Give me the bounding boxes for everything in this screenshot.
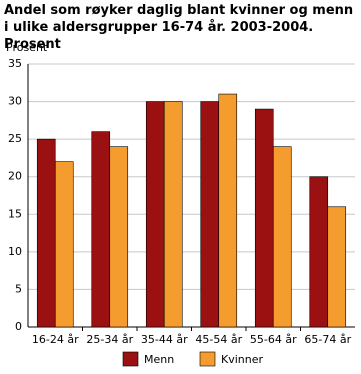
- bar: [36, 138, 56, 328]
- x-tick-label: 55-64 år: [250, 333, 297, 346]
- legend-swatch: [199, 351, 216, 367]
- bar: [309, 176, 329, 328]
- legend-label: Kvinner: [221, 353, 263, 366]
- y-tick-label: 5: [15, 282, 22, 295]
- bar: [91, 131, 111, 328]
- y-tick-label: 35: [8, 57, 22, 70]
- bar: [218, 93, 238, 328]
- y-tick-label: 30: [8, 95, 22, 108]
- x-tick-label: 65-74 år: [304, 333, 351, 346]
- bar: [145, 101, 165, 328]
- bar: [109, 146, 129, 328]
- bar: [254, 108, 274, 328]
- y-tick-label: 0: [15, 320, 22, 333]
- bar: [272, 146, 292, 328]
- legend-label: Menn: [144, 353, 174, 366]
- x-tick-label: 45-54 år: [195, 333, 242, 346]
- y-tick-label: 25: [8, 132, 22, 145]
- x-tick-label: 35-44 år: [141, 333, 188, 346]
- y-tick-label: 15: [8, 207, 22, 220]
- bar: [163, 101, 183, 328]
- bar: [200, 101, 220, 328]
- x-tick-label: 16-24 år: [32, 333, 79, 346]
- x-tick-label: 25-34 år: [86, 333, 133, 346]
- bar: [54, 161, 74, 328]
- y-tick-label: 20: [8, 170, 22, 183]
- y-tick-label: 10: [8, 245, 22, 258]
- bar: [327, 206, 347, 328]
- legend-swatch: [122, 351, 139, 367]
- y-axis-label: Prosent: [6, 41, 48, 54]
- chart-title: Andel som røyker daglig blant kvinner og…: [4, 3, 354, 52]
